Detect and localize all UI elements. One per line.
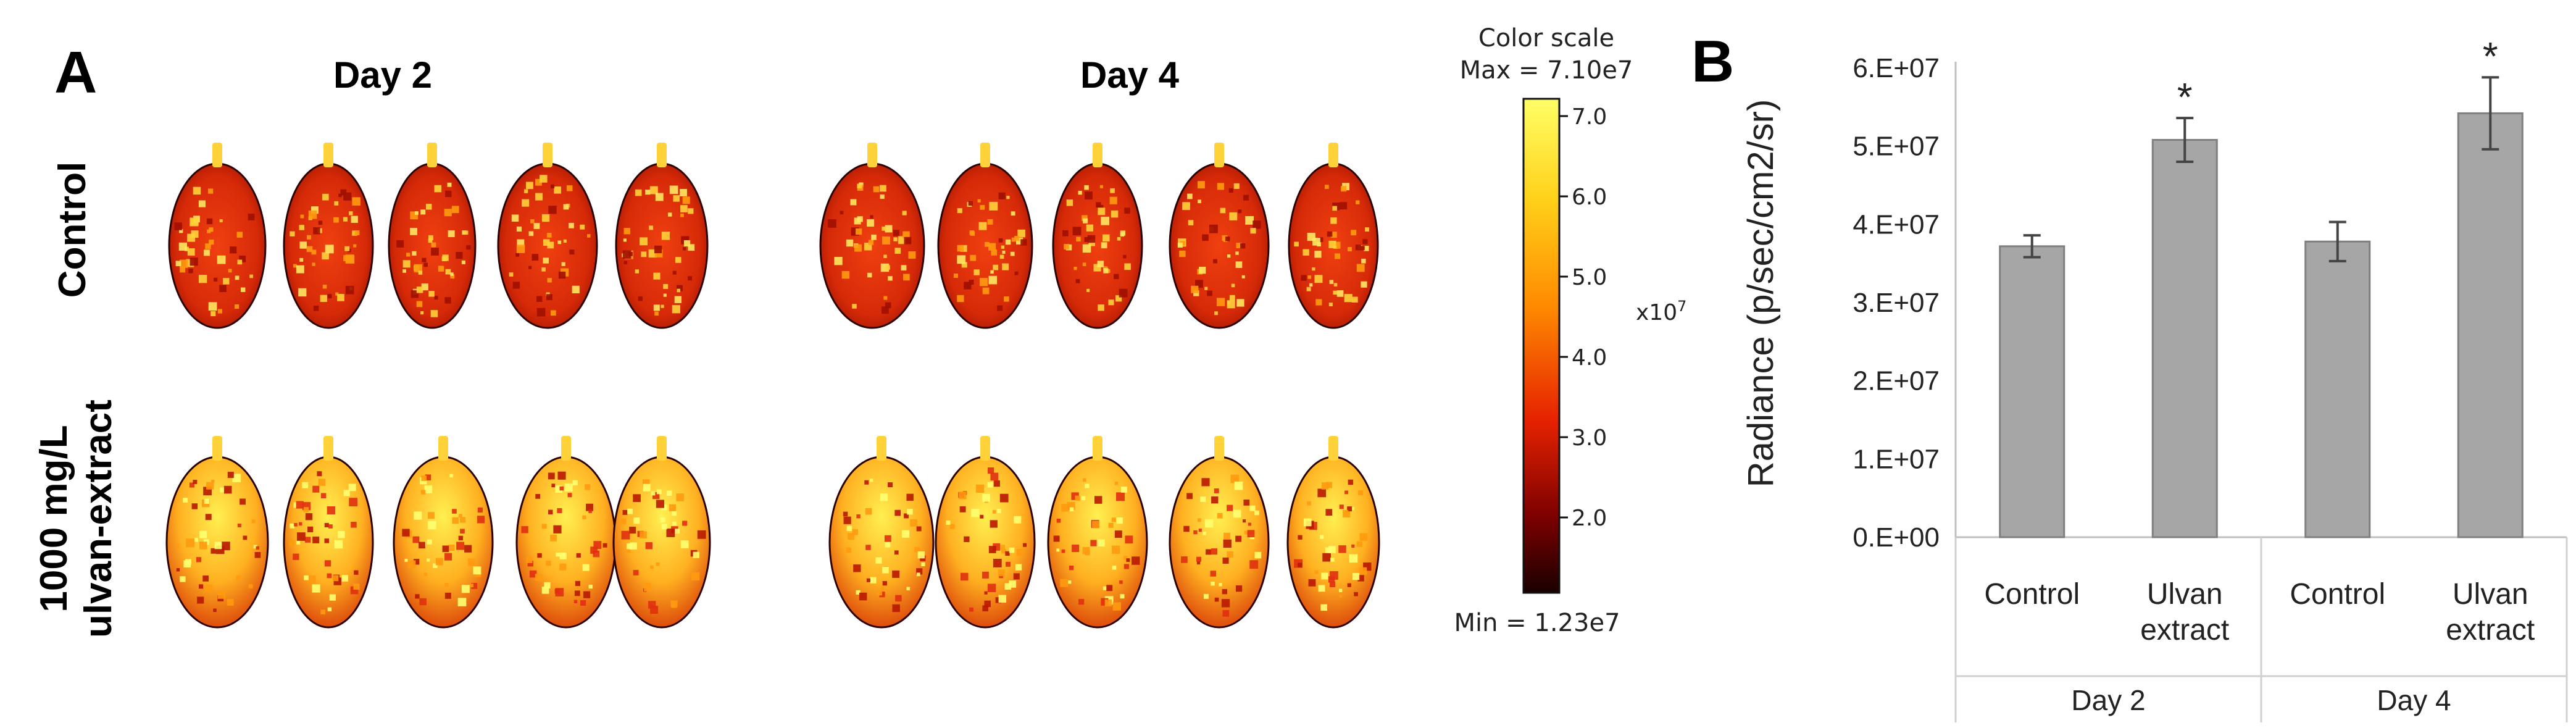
color-scale-ticks: 7.0 6.0 5.0 4.0 3.0 2.0 (1559, 104, 1607, 531)
panel-b: B Radiance (p/sec/cm2/sr) 0.E+00 1.E+07 2.… (1691, 28, 2568, 722)
x-category-label: Control (2290, 578, 2385, 611)
sample-control-leaf (497, 143, 598, 329)
color-scale-tick-label: 6.0 (1572, 185, 1607, 210)
sample-control-leaf (1169, 143, 1270, 329)
sample-control-leaf (1052, 143, 1143, 329)
sample-ulvan-leaf (1047, 436, 1148, 629)
y-tick-label: 4.E+07 (1853, 209, 1940, 240)
sample-control-leaf (1288, 143, 1379, 329)
x-group-label: Day 2 (2071, 684, 2145, 716)
y-tick-label: 2.E+07 (1853, 366, 1940, 396)
sample-control-leaf (937, 143, 1033, 329)
significance-marker: * (2483, 34, 2498, 78)
sample-images (165, 143, 1380, 629)
color-scale-title: Color scale (1478, 24, 1614, 52)
sample-ulvan-leaf (1169, 436, 1270, 629)
x-category-label: Ulvan extract (2140, 578, 2229, 646)
panel-b-letter: B (1691, 28, 1734, 94)
day4-header: Day 4 (1080, 54, 1180, 96)
color-scale-tick-label: 3.0 (1572, 425, 1607, 451)
color-scale-tick-label: 2.0 (1572, 506, 1607, 531)
sample-control-leaf (615, 143, 709, 329)
day2-header: Day 2 (333, 54, 432, 96)
color-scale-tick-label: 7.0 (1572, 104, 1607, 130)
bar (2457, 112, 2524, 538)
bar (2151, 139, 2218, 538)
y-tick-label: 5.E+07 (1853, 132, 1940, 162)
x-category-label: Control (1984, 578, 2080, 611)
panel-a-letter: A (54, 40, 97, 106)
sample-ulvan-leaf (515, 436, 617, 629)
sample-control-leaf (388, 143, 477, 329)
sample-control-leaf (168, 143, 267, 329)
y-tick-label: 6.E+07 (1853, 53, 1940, 83)
sample-ulvan-leaf (828, 436, 935, 629)
row-label-treated-line1: 1000 mg/L (33, 425, 75, 612)
color-scale-tick-label: 5.0 (1572, 265, 1607, 290)
color-scale-tick-label: 4.0 (1572, 345, 1607, 370)
y-axis-label: Radiance (p/sec/cm2/sr) (1741, 99, 1781, 488)
significance-marker: * (2177, 75, 2193, 119)
row-label-treated-line2: ulvan-extract (77, 400, 120, 638)
row-label-control: Control (51, 162, 94, 298)
sample-control-leaf (283, 143, 374, 329)
color-scale-max: Max = 7.10e7 (1460, 56, 1633, 85)
sample-ulvan-leaf (165, 436, 269, 629)
x-group-label: Day 4 (2377, 684, 2451, 716)
x-category-label: Ulvan extract (2446, 578, 2535, 646)
y-tick-label: 1.E+07 (1853, 444, 1940, 474)
bar-chart: 0.E+00 1.E+07 2.E+07 3.E+07 4.E+07 5.E+07 6.E+… (1853, 34, 2568, 722)
sample-ulvan-leaf (393, 436, 494, 629)
bar (1999, 245, 2065, 538)
color-scale-min: Min = 1.23e7 (1454, 609, 1620, 637)
color-scale-multiplier: x107 (1636, 298, 1686, 325)
sample-ulvan-leaf (935, 436, 1036, 629)
panel-a: A Day 2 Day 4 Control 1000 mg/L ulvan-ex… (33, 24, 1686, 638)
sample-ulvan-leaf (612, 436, 711, 629)
sample-ulvan-leaf (1286, 436, 1380, 629)
y-tick-label: 0.E+00 (1853, 522, 1940, 553)
bar (2304, 240, 2371, 538)
color-scale-bar (1522, 98, 1561, 594)
sample-control-leaf (819, 143, 925, 329)
sample-ulvan-leaf (283, 436, 374, 629)
y-tick-label: 3.E+07 (1853, 288, 1940, 318)
color-scale: Color scale Max = 7.10e7 7.0 6.0 5.0 4.0 3.0… (1454, 24, 1686, 637)
